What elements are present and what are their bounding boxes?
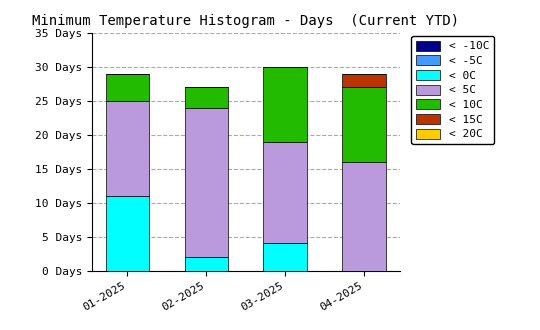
Bar: [342, 87, 386, 162]
Bar: [106, 74, 149, 101]
Bar: [185, 257, 228, 271]
Bar: [106, 101, 149, 196]
Bar: [264, 142, 307, 244]
Bar: [264, 244, 307, 271]
Title: Minimum Temperature Histogram - Days  (Current YTD): Minimum Temperature Histogram - Days (Cu…: [32, 14, 459, 28]
Bar: [185, 87, 228, 108]
Bar: [342, 74, 386, 87]
Bar: [264, 67, 307, 142]
Bar: [106, 196, 149, 271]
Legend: < -10C, < -5C, < 0C, < 5C, < 10C, < 15C, < 20C: < -10C, < -5C, < 0C, < 5C, < 10C, < 15C,…: [411, 36, 494, 144]
Bar: [342, 162, 386, 271]
Bar: [185, 108, 228, 257]
